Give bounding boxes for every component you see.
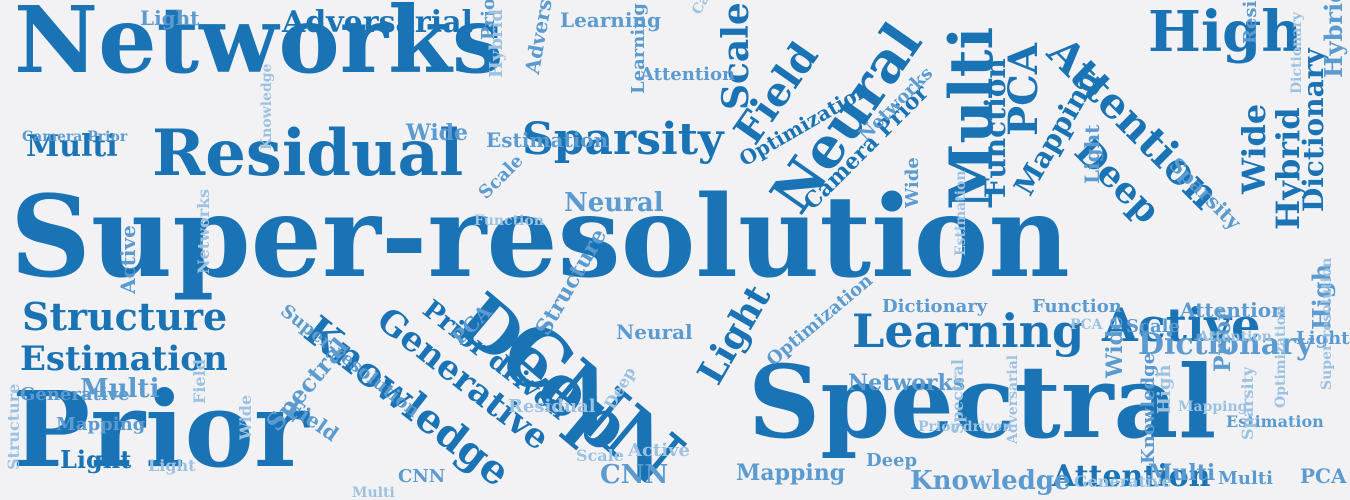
cloud-word-prior: Prior (12, 368, 309, 491)
cloud-word-sparsity: Sparsity (522, 114, 724, 165)
cloud-word-wide: Wide (1102, 315, 1128, 378)
cloud-word-cnn: CNN (398, 466, 446, 487)
cloud-word-residual: Residual (1240, 0, 1261, 44)
cloud-word-field: Field (190, 359, 209, 404)
cloud-word-attention: Attention (1198, 329, 1272, 345)
cloud-word-multi: Multi (80, 374, 160, 404)
cloud-word-estimation: Estimation (1226, 412, 1324, 431)
cloud-word-residual: Residual (508, 396, 596, 417)
cloud-word-optimization: Optimization (1273, 305, 1289, 408)
cloud-word-multi: Multi (26, 129, 118, 164)
cloud-word-light: Light (140, 6, 200, 30)
cloud-word-camera-prior: Camera Prior (22, 129, 128, 145)
cloud-word-learning: Learning (852, 304, 1085, 358)
cloud-word-residual: Residual (152, 116, 464, 191)
cloud-word-hybrid: Hybrid (1269, 107, 1307, 230)
cloud-word-high: High (1148, 0, 1303, 65)
cloud-word-active: Active (1102, 298, 1261, 352)
cloud-word-mapping: Mapping (56, 414, 146, 435)
cloud-word-multi: Multi (352, 485, 395, 500)
cloud-word-pca: PCA (1070, 317, 1103, 333)
cloud-word-attention: Attention (640, 64, 736, 85)
cloud-word-mapping: Mapping (1178, 399, 1248, 415)
cloud-word-multi: Multi (1218, 468, 1274, 489)
cloud-word-structure: Structure (4, 383, 23, 470)
cloud-word-dictionary: Dictionary (882, 296, 988, 317)
cloud-word-scale: Scale (1126, 316, 1180, 337)
cloud-word-dictionary: Dictionary (1289, 12, 1305, 94)
cloud-word-wide: Wide (406, 120, 469, 146)
cloud-word-networks: Networks (14, 0, 504, 94)
cloud-word-dictionary: Dictionary (1138, 327, 1314, 362)
cloud-word-deep: Deep (866, 450, 918, 471)
cloud-word-high: High (1154, 364, 1175, 414)
cloud-word-active: Active (116, 225, 140, 294)
cloud-word-adversarial: Adversarial (282, 5, 473, 40)
cloud-word-multi: Multi (1148, 460, 1216, 486)
cloud-word-attention: Attention (1052, 459, 1211, 494)
cloud-word-light: Light (1296, 328, 1350, 349)
cloud-word-cnn: CNN (600, 460, 669, 490)
cloud-word-function: Function (474, 213, 544, 229)
cloud-word-adversarial: Adversarial (520, 0, 566, 76)
cloud-word-wide: Wide (236, 394, 255, 440)
cloud-word-neural: Neural (564, 188, 664, 218)
cloud-word-networks: Networks (194, 188, 213, 274)
cloud-word-light: Light (1080, 124, 1104, 184)
cloud-word-pca: PCA (1300, 464, 1347, 488)
cloud-word-spectral: Spectral (748, 343, 1217, 461)
cloud-word-light: Light (60, 445, 132, 474)
cloud-word-attention: Attention (1180, 298, 1286, 322)
cloud-word-function: Function (1032, 296, 1122, 317)
cloud-word-learning: Learning (560, 8, 661, 32)
cloud-word-mapping: Mapping (736, 460, 846, 486)
cloud-word-structure: Structure (22, 294, 228, 339)
cloud-word-spectral: Spectral (948, 359, 967, 434)
cloud-word-networks: Networks (848, 370, 966, 396)
cloud-word-function: Function (979, 58, 1012, 198)
cloud-word-super-resolution: Super-resolution (1319, 257, 1335, 390)
cloud-word-wide: Wide (902, 157, 923, 208)
cloud-word-prior-driven: Prior driven (918, 419, 1013, 435)
cloud-word-scale: Scale (576, 446, 624, 465)
cloud-word-hybrid: Hybrid (1319, 0, 1348, 78)
cloud-word-light: Light (148, 456, 196, 475)
cloud-word-neural: Neural (616, 320, 693, 344)
cloud-word-knowledge: Knowledge (259, 63, 275, 150)
cloud-word-hybrid: Hybrid (486, 9, 507, 78)
cloud-word-generative: Generative (1074, 472, 1172, 491)
cloud-word-estimation: Estimation (20, 339, 228, 379)
cloud-word-wide: Wide (1235, 103, 1273, 194)
cloud-word-knowledge: Knowledge (910, 466, 1071, 496)
cloud-word-estimation: Estimation (953, 170, 969, 256)
cloud-word-estimation: Estimation (486, 128, 609, 152)
cloud-word-super-resolution: Super-resolution (10, 172, 1070, 303)
cloud-word-generative: Generative (20, 384, 130, 405)
cloud-word-active: Active (628, 440, 690, 461)
cloud-word-scale: Scale (715, 2, 757, 110)
